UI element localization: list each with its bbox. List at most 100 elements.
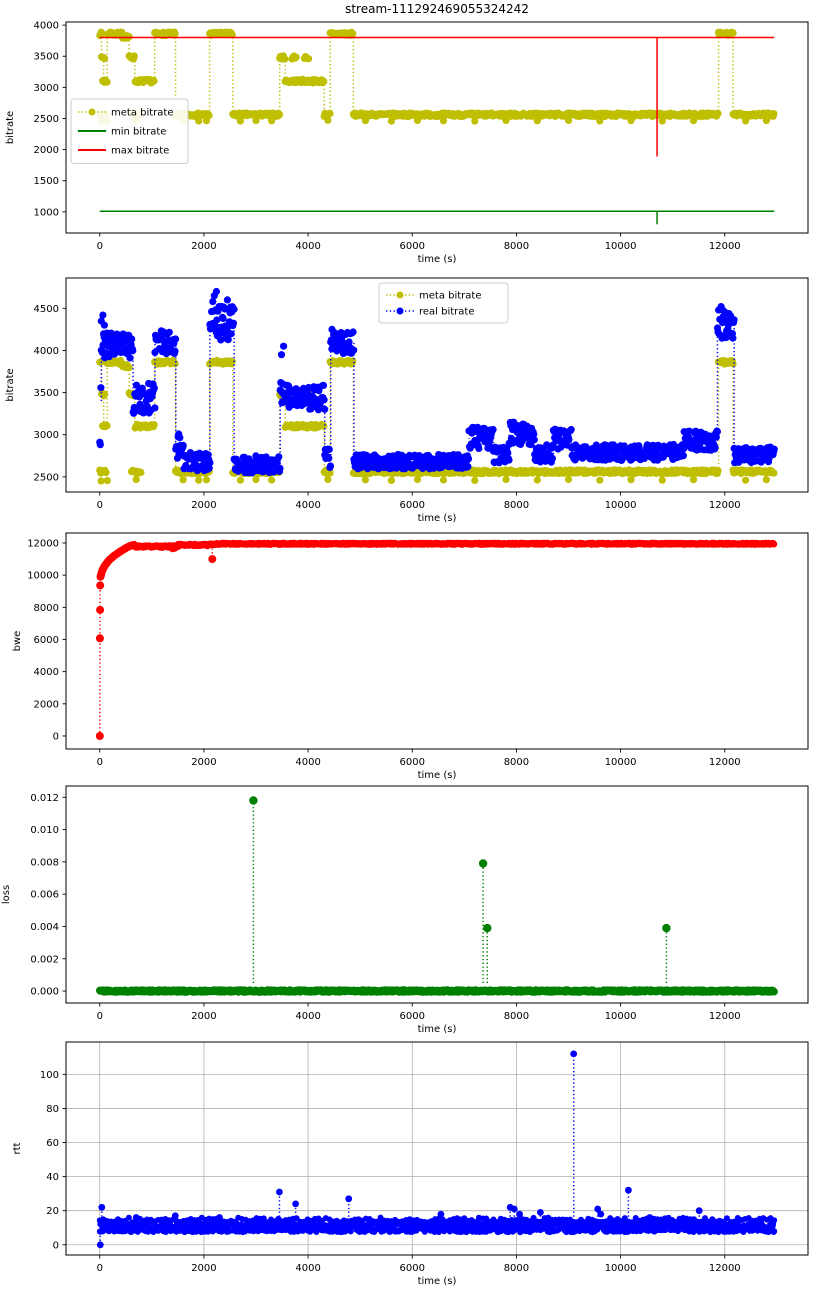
- svg-text:8000: 8000: [504, 757, 529, 768]
- y-axis-label: loss: [1, 885, 12, 904]
- svg-text:2000: 2000: [191, 241, 216, 252]
- plot-series: [96, 28, 778, 225]
- axes: 0 2000 4000 6000 8000 10000 12000 time (s) 0 2000…: [12, 532, 809, 781]
- svg-text:4000: 4000: [34, 346, 59, 357]
- svg-text:8000: 8000: [504, 241, 529, 252]
- legend-item-max-bitrate: max bitrate: [78, 146, 169, 157]
- svg-text:3500: 3500: [34, 52, 59, 63]
- series-real-bitrate: [96, 287, 778, 477]
- y-axis: 0 2000 4000 6000 8000 10000 12000 bwe: [12, 538, 66, 742]
- series-meta-bitrate: [96, 356, 778, 485]
- x-axis-label: time (s): [418, 1024, 457, 1035]
- series-rtt-spikes: [96, 1050, 703, 1249]
- x-axis-label: time (s): [418, 254, 457, 265]
- svg-text:4000: 4000: [34, 667, 59, 678]
- svg-text:4000: 4000: [295, 241, 320, 252]
- svg-text:12000: 12000: [709, 757, 741, 768]
- series-max-bitrate: [99, 36, 775, 157]
- svg-text:3000: 3000: [34, 83, 59, 94]
- legend-item-meta-bitrate: meta bitrate: [386, 291, 481, 302]
- x-axis-label: time (s): [418, 770, 457, 781]
- legend-item-label: meta bitrate: [111, 108, 173, 119]
- axes: 0 2000 4000 6000 8000 10000 12000 time (s) 2500 3…: [5, 277, 809, 524]
- svg-text:2000: 2000: [191, 500, 216, 511]
- svg-text:10000: 10000: [605, 500, 637, 511]
- series-meta-bitrate: [96, 28, 778, 126]
- legend-item-label: min bitrate: [111, 127, 166, 138]
- svg-text:1500: 1500: [34, 176, 59, 187]
- svg-text:12000: 12000: [27, 538, 59, 549]
- legend: meta bitrate min bitrate max bitrate: [70, 98, 189, 164]
- series-loss-spikes: [249, 796, 671, 983]
- svg-text:1000: 1000: [34, 207, 59, 218]
- svg-text:2000: 2000: [34, 145, 59, 156]
- plot-series: [96, 1050, 778, 1249]
- svg-text:10000: 10000: [605, 757, 637, 768]
- svg-text:3000: 3000: [34, 430, 59, 441]
- svg-text:2500: 2500: [34, 114, 59, 125]
- legend-marker-icon: [88, 108, 96, 116]
- plot-series: [95, 539, 778, 740]
- legend-marker-icon: [396, 307, 404, 315]
- real-vs-meta-bitrate-chart: 0 2000 4000 6000 8000 10000 12000 time (s) 2500 3…: [5, 277, 809, 524]
- x-axis: 0 2000 4000 6000 8000 10000 12000 time (s): [97, 233, 741, 265]
- figure-title: stream-111292469055324242: [345, 2, 529, 16]
- legend-item-min-bitrate: min bitrate: [78, 127, 166, 138]
- svg-text:12000: 12000: [709, 241, 741, 252]
- svg-text:0: 0: [97, 757, 103, 768]
- svg-text:2000: 2000: [191, 757, 216, 768]
- svg-text:3500: 3500: [34, 388, 59, 399]
- y-axis: 1000 1500 2000 2500 3000 3500 4000 bitrate: [5, 21, 66, 218]
- svg-text:6000: 6000: [400, 500, 425, 511]
- plot-series: [96, 287, 778, 485]
- series-loss-baseline: [96, 986, 778, 996]
- series-rtt-bumps: [96, 1214, 778, 1226]
- svg-text:4000: 4000: [295, 757, 320, 768]
- svg-text:4000: 4000: [295, 500, 320, 511]
- legend-item-label: meta bitrate: [419, 291, 481, 302]
- svg-text:6000: 6000: [34, 635, 59, 646]
- plot-series: [96, 796, 778, 996]
- series-min-bitrate: [99, 210, 775, 225]
- series-bwe-plateau: [130, 539, 778, 553]
- y-axis-label: bwe: [12, 631, 23, 652]
- legend-item-label: real bitrate: [419, 307, 475, 318]
- legend-item-meta-bitrate: meta bitrate: [78, 108, 173, 119]
- y-axis: 2500 3000 3500 4000 4500 bitrate: [5, 304, 66, 483]
- svg-text:0: 0: [53, 731, 59, 742]
- bwe-chart: 0 2000 4000 6000 8000 10000 12000 time (s) 0 2000…: [12, 532, 809, 781]
- x-axis-label: time (s): [418, 1276, 457, 1287]
- svg-text:2500: 2500: [34, 472, 59, 483]
- svg-text:8000: 8000: [504, 500, 529, 511]
- series-bwe: [95, 540, 139, 740]
- svg-text:0: 0: [97, 241, 103, 252]
- legend-item-real-bitrate: real bitrate: [386, 307, 475, 318]
- y-axis-label: bitrate: [5, 111, 16, 144]
- svg-text:2000: 2000: [34, 699, 59, 710]
- legend: meta bitrate real bitrate: [378, 282, 509, 324]
- svg-text:10000: 10000: [27, 571, 59, 582]
- svg-text:12000: 12000: [709, 500, 741, 511]
- svg-text:6000: 6000: [400, 241, 425, 252]
- legend-item-label: max bitrate: [111, 146, 169, 157]
- x-axis-label: time (s): [418, 513, 457, 524]
- svg-text:10000: 10000: [605, 241, 637, 252]
- series-bwe-dip: [208, 544, 217, 564]
- legend-marker-icon: [396, 291, 404, 299]
- y-axis-label: bitrate: [5, 368, 16, 401]
- svg-text:4500: 4500: [34, 304, 59, 315]
- svg-text:4000: 4000: [34, 21, 59, 32]
